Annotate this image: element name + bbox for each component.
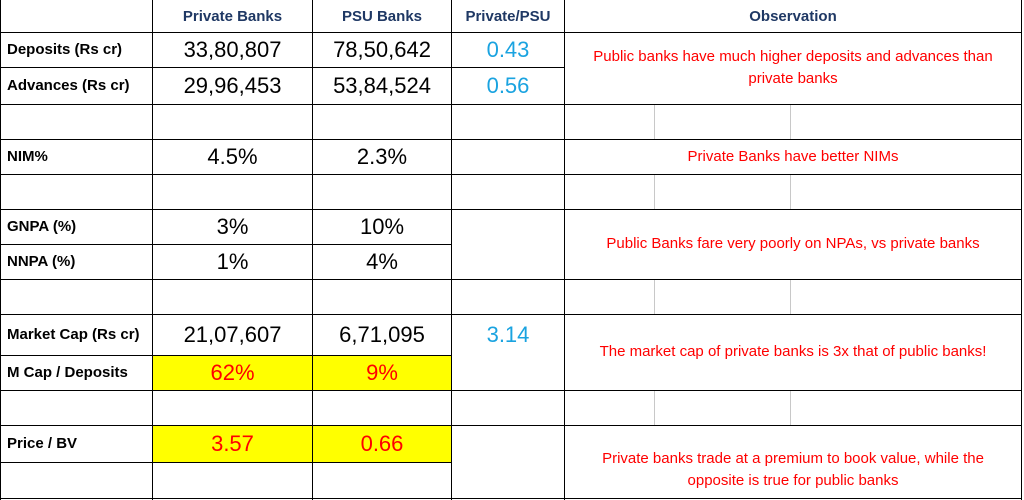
header-observation: Observation [749, 7, 837, 25]
gnpa-psu: 10% [359, 213, 405, 239]
row-label-market-cap: Market Cap (Rs cr) [7, 326, 140, 343]
gnpa-private: 3% [216, 213, 249, 239]
row-label-nim: NIM% [7, 148, 48, 165]
header-private-banks: Private Banks [182, 7, 283, 25]
row-label-gnpa: GNPA (%) [7, 218, 77, 235]
observation-npa: Public Banks fare very poorly on NPAs, v… [606, 235, 980, 252]
row-label-deposits: Deposits (Rs cr) [7, 41, 123, 58]
market-cap-psu: 6,71,095 [339, 321, 425, 347]
nnpa-psu: 4% [366, 248, 398, 274]
nnpa-private: 1% [216, 248, 249, 274]
market-cap-private: 21,07,607 [183, 321, 282, 347]
pbv-private-highlight [153, 425, 312, 462]
market-cap-ratio: 3.14 [486, 321, 530, 347]
advances-private: 29,96,453 [183, 72, 282, 98]
observation-nim: Private Banks have better NIMs [687, 147, 899, 165]
observation-mcap: The market cap of private banks is 3x th… [599, 343, 987, 360]
mcap-deposits-private-highlight [153, 355, 312, 390]
advances-ratio: 0.56 [486, 72, 530, 98]
observation-pbv: Private banks trade at a premium to book… [602, 450, 984, 489]
advances-psu: 53,84,524 [333, 72, 431, 98]
pbv-psu-highlight [313, 425, 451, 462]
mcap-deposits-psu-highlight [313, 355, 451, 390]
deposits-psu: 78,50,642 [333, 36, 431, 62]
mcap-deposits-psu: 9% [366, 359, 398, 385]
header-ratio: Private/PSU [465, 7, 551, 25]
row-label-mcap-deposits: M Cap / Deposits [7, 364, 128, 381]
row-label-price-bv: Price / BV [7, 435, 78, 452]
header-psu-banks: PSU Banks [341, 7, 423, 25]
row-label-nnpa: NNPA (%) [7, 253, 76, 270]
mcap-deposits-private: 62% [210, 359, 255, 385]
deposits-private: 33,80,807 [183, 36, 282, 62]
pbv-private: 3.57 [211, 430, 254, 456]
row-label-advances: Advances (Rs cr) [7, 77, 130, 94]
pbv-psu: 0.66 [360, 430, 404, 456]
deposits-ratio: 0.43 [486, 36, 530, 62]
observation-deposits-advances: Public banks have much higher deposits a… [593, 48, 993, 87]
nim-private: 4.5% [207, 143, 258, 169]
nim-psu: 2.3% [356, 143, 408, 169]
